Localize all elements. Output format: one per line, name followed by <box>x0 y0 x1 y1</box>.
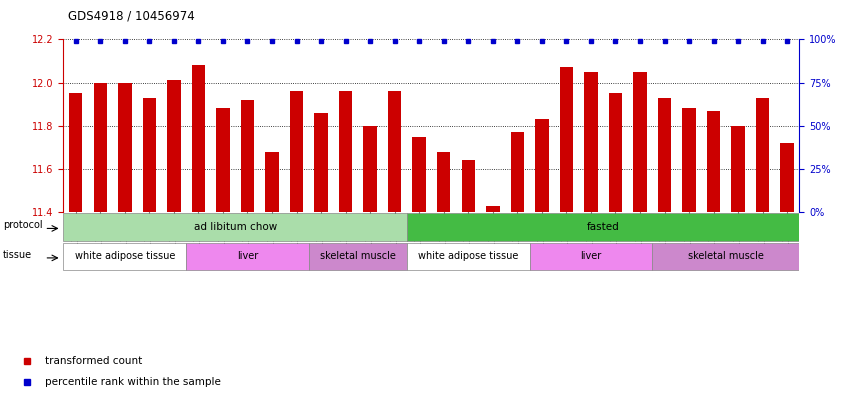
Bar <box>118 83 131 212</box>
Bar <box>388 91 401 212</box>
Bar <box>536 119 548 212</box>
Bar <box>560 67 573 212</box>
Bar <box>94 83 107 212</box>
Bar <box>217 108 229 212</box>
Bar <box>732 126 744 212</box>
Bar <box>168 80 180 212</box>
Bar <box>266 152 278 212</box>
Bar <box>756 97 769 212</box>
Bar <box>63 213 407 241</box>
Bar <box>486 206 499 212</box>
Bar <box>339 91 352 212</box>
Bar <box>652 243 799 270</box>
Text: white adipose tissue: white adipose tissue <box>418 252 519 261</box>
Text: white adipose tissue: white adipose tissue <box>74 252 175 261</box>
Bar <box>407 243 530 270</box>
Bar <box>309 243 407 270</box>
Bar <box>781 143 794 212</box>
Bar <box>707 110 720 212</box>
Bar <box>413 136 426 212</box>
Bar <box>530 243 652 270</box>
Bar <box>585 72 597 212</box>
Bar <box>437 152 450 212</box>
Text: ad libitum chow: ad libitum chow <box>194 222 277 232</box>
Text: liver: liver <box>580 252 602 261</box>
Bar <box>364 126 376 212</box>
Text: tissue: tissue <box>3 250 32 260</box>
Bar <box>658 97 671 212</box>
Text: protocol: protocol <box>3 220 43 230</box>
Bar <box>462 160 475 212</box>
Text: transformed count: transformed count <box>45 356 142 366</box>
Bar <box>186 243 309 270</box>
Bar <box>63 243 186 270</box>
Bar <box>241 100 254 212</box>
Text: skeletal muscle: skeletal muscle <box>688 252 764 261</box>
Bar <box>634 72 646 212</box>
Text: fasted: fasted <box>587 222 619 232</box>
Bar <box>609 93 622 212</box>
Text: GDS4918 / 10456974: GDS4918 / 10456974 <box>68 10 195 23</box>
Text: liver: liver <box>237 252 258 261</box>
Text: percentile rank within the sample: percentile rank within the sample <box>45 377 221 387</box>
Bar <box>143 97 156 212</box>
Bar <box>683 108 695 212</box>
Bar <box>315 113 327 212</box>
Bar <box>407 213 799 241</box>
Bar <box>290 91 303 212</box>
Text: skeletal muscle: skeletal muscle <box>320 252 396 261</box>
Bar <box>192 65 205 212</box>
Bar <box>69 93 82 212</box>
Bar <box>511 132 524 212</box>
